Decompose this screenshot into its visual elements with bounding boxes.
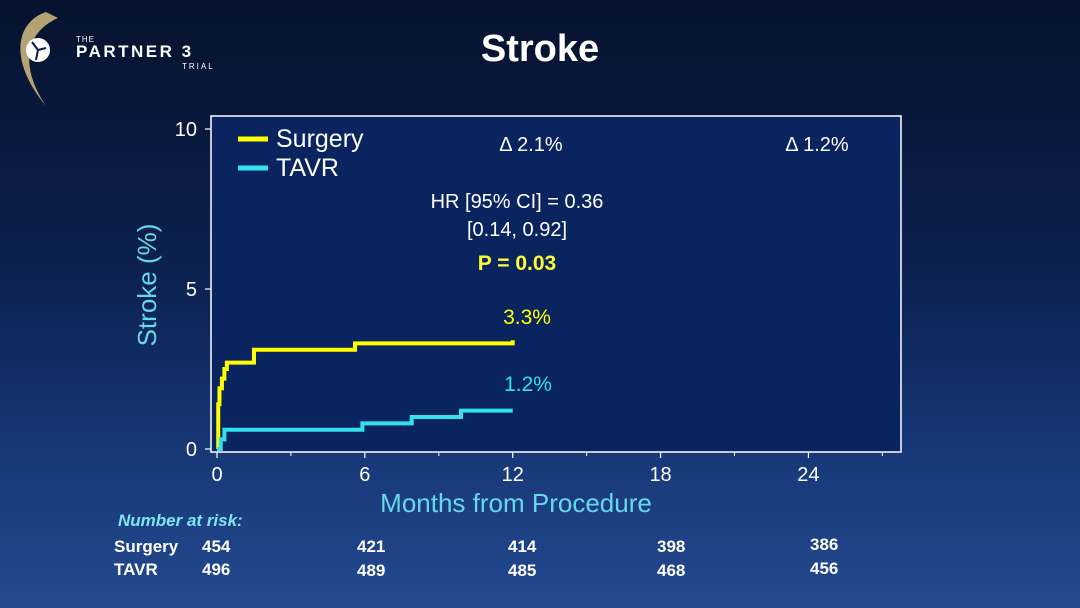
delta-24-month: Δ 1.2% <box>785 134 849 156</box>
y-axis-title: Stroke (%) <box>132 224 162 347</box>
x-tick-label: 24 <box>797 464 819 486</box>
risk-cell: 421 <box>357 537 386 556</box>
slide-title: Stroke <box>480 28 600 70</box>
risk-cell: 496 <box>202 560 231 579</box>
x-tick-label: 12 <box>502 464 524 486</box>
plot-area <box>210 115 902 453</box>
series-line-surgery <box>216 340 515 451</box>
y-tick-label: 5 <box>186 279 197 301</box>
legend-tavr-label: TAVR <box>276 154 339 182</box>
logo-partner3: PARTNER 3 <box>76 42 194 61</box>
confidence-interval: [0.14, 0.92] <box>467 219 567 241</box>
x-axis-title: Months from Procedure <box>380 488 652 518</box>
risk-row-label-tavr: TAVR <box>114 560 158 579</box>
x-tick-label: 6 <box>359 464 370 486</box>
hazard-ratio: HR [95% CI] = 0.36 <box>431 191 604 213</box>
tavr-end-label: 1.2% <box>504 373 552 396</box>
x-tick-label: 18 <box>649 464 671 486</box>
y-tick-label: 0 <box>186 439 197 461</box>
risk-row-label-surgery: Surgery <box>114 537 179 556</box>
risk-cell: 468 <box>657 561 686 580</box>
risk-cell: 386 <box>810 535 839 554</box>
logo-the: THE <box>76 35 95 44</box>
logo-trial: TRIAL <box>182 62 215 71</box>
legend-surgery-label: Surgery <box>276 125 364 153</box>
risk-cell: 456 <box>810 559 839 578</box>
risk-cell: 485 <box>508 561 537 580</box>
p-value: P = 0.03 <box>478 252 556 275</box>
logo-crescent-icon <box>20 12 58 106</box>
risk-cell: 454 <box>202 537 231 556</box>
risk-table-heading: Number at risk: <box>118 511 243 530</box>
series-line-tavr <box>217 408 513 451</box>
surgery-end-label: 3.3% <box>503 306 551 329</box>
risk-cell: 414 <box>508 537 537 556</box>
trial-logo: THE PARTNER 3 TRIAL <box>8 10 213 110</box>
x-tick-label: 0 <box>211 464 222 486</box>
delta-12-month: Δ 2.1% <box>499 134 563 156</box>
risk-cell: 489 <box>357 561 386 580</box>
risk-cell: 398 <box>657 537 686 556</box>
y-tick-label: 10 <box>175 119 197 141</box>
